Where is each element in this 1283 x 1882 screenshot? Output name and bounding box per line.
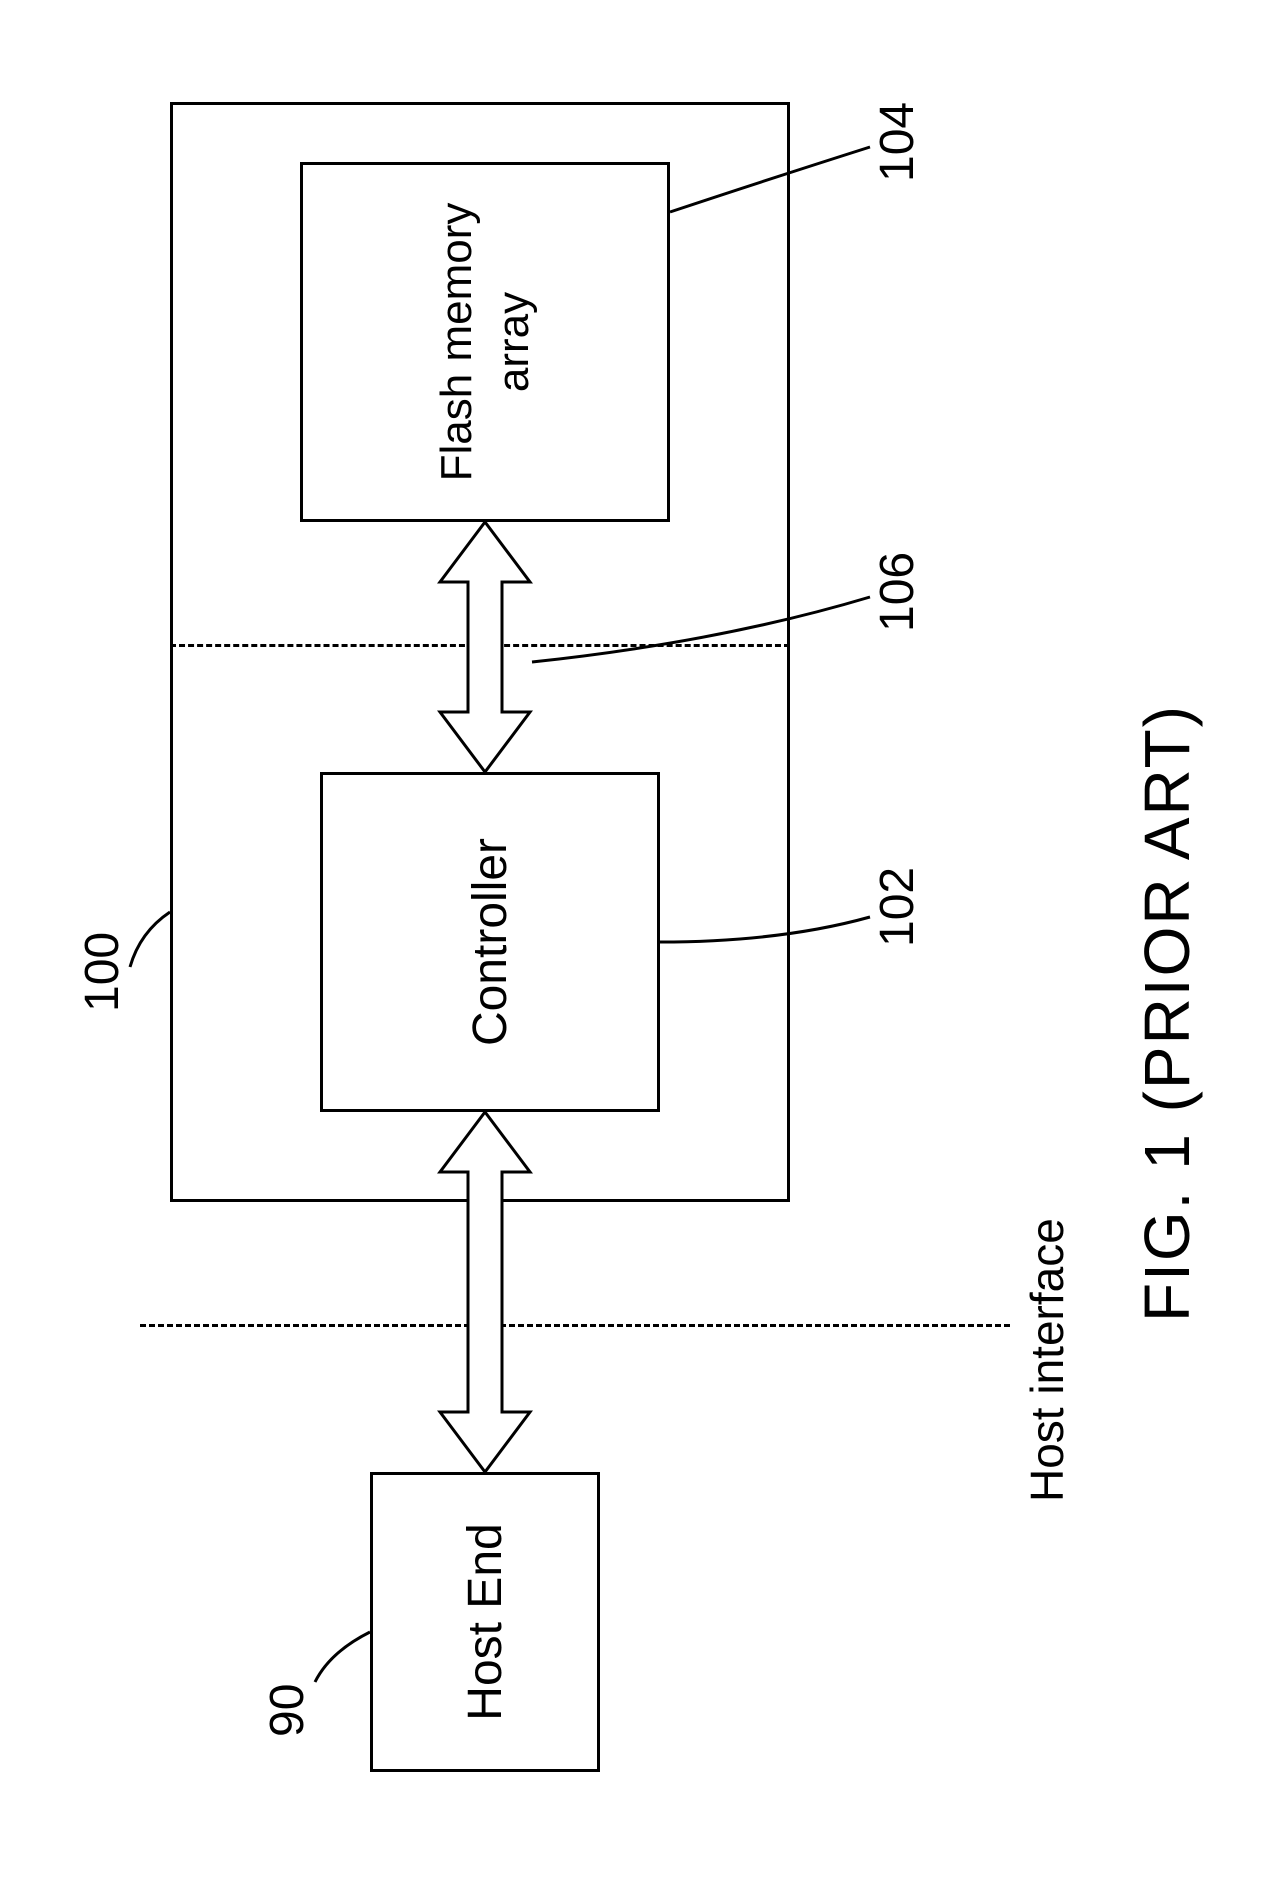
lead-90 bbox=[315, 1632, 370, 1682]
diagram-stage: Host End Controller Flash memory array H… bbox=[0, 0, 1283, 1882]
ref-104: 104 bbox=[870, 102, 925, 182]
lead-100 bbox=[130, 912, 170, 967]
controller-label: Controller bbox=[463, 838, 518, 1046]
figure-caption: FIG. 1 (PRIOR ART) bbox=[1130, 704, 1204, 1322]
ref-100: 100 bbox=[75, 932, 130, 1012]
host-end-label: Host End bbox=[458, 1523, 513, 1720]
internal-interface-line bbox=[170, 644, 790, 647]
ref-102: 102 bbox=[870, 867, 925, 947]
host-interface-line bbox=[140, 1324, 1010, 1327]
ref-90: 90 bbox=[260, 1684, 315, 1737]
ref-106: 106 bbox=[870, 552, 925, 632]
flash-label: Flash memory array bbox=[428, 203, 542, 482]
flash-box: Flash memory array bbox=[300, 162, 670, 522]
host-interface-label: Host interface bbox=[1020, 1218, 1074, 1502]
controller-box: Controller bbox=[320, 772, 660, 1112]
host-end-box: Host End bbox=[370, 1472, 600, 1772]
